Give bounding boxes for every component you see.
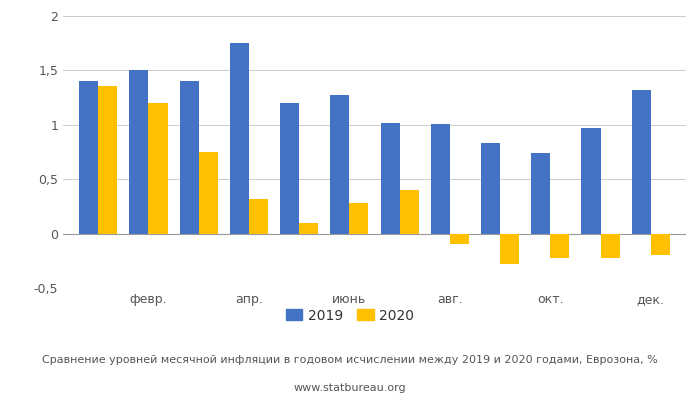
- Bar: [349, 203, 368, 234]
- Bar: [280, 103, 299, 234]
- Text: Сравнение уровней месячной инфляции в годовом исчислении между 2019 и 2020 годам: Сравнение уровней месячной инфляции в го…: [42, 355, 658, 365]
- Bar: [299, 223, 318, 234]
- Bar: [199, 152, 218, 234]
- Bar: [481, 143, 500, 234]
- Bar: [430, 124, 450, 234]
- Bar: [230, 43, 249, 234]
- Bar: [249, 199, 268, 234]
- Text: www.statbureau.org: www.statbureau.org: [294, 383, 406, 393]
- Bar: [601, 234, 620, 258]
- Bar: [400, 190, 419, 234]
- Bar: [381, 123, 400, 234]
- Bar: [550, 234, 569, 258]
- Bar: [79, 81, 98, 234]
- Bar: [148, 103, 167, 234]
- Bar: [130, 70, 148, 234]
- Bar: [450, 234, 469, 244]
- Bar: [631, 90, 651, 234]
- Bar: [651, 234, 670, 255]
- Bar: [98, 86, 118, 234]
- Bar: [531, 153, 550, 234]
- Bar: [582, 128, 601, 234]
- Bar: [180, 81, 199, 234]
- Legend: 2019, 2020: 2019, 2020: [280, 303, 420, 328]
- Bar: [330, 96, 349, 234]
- Bar: [500, 234, 519, 264]
